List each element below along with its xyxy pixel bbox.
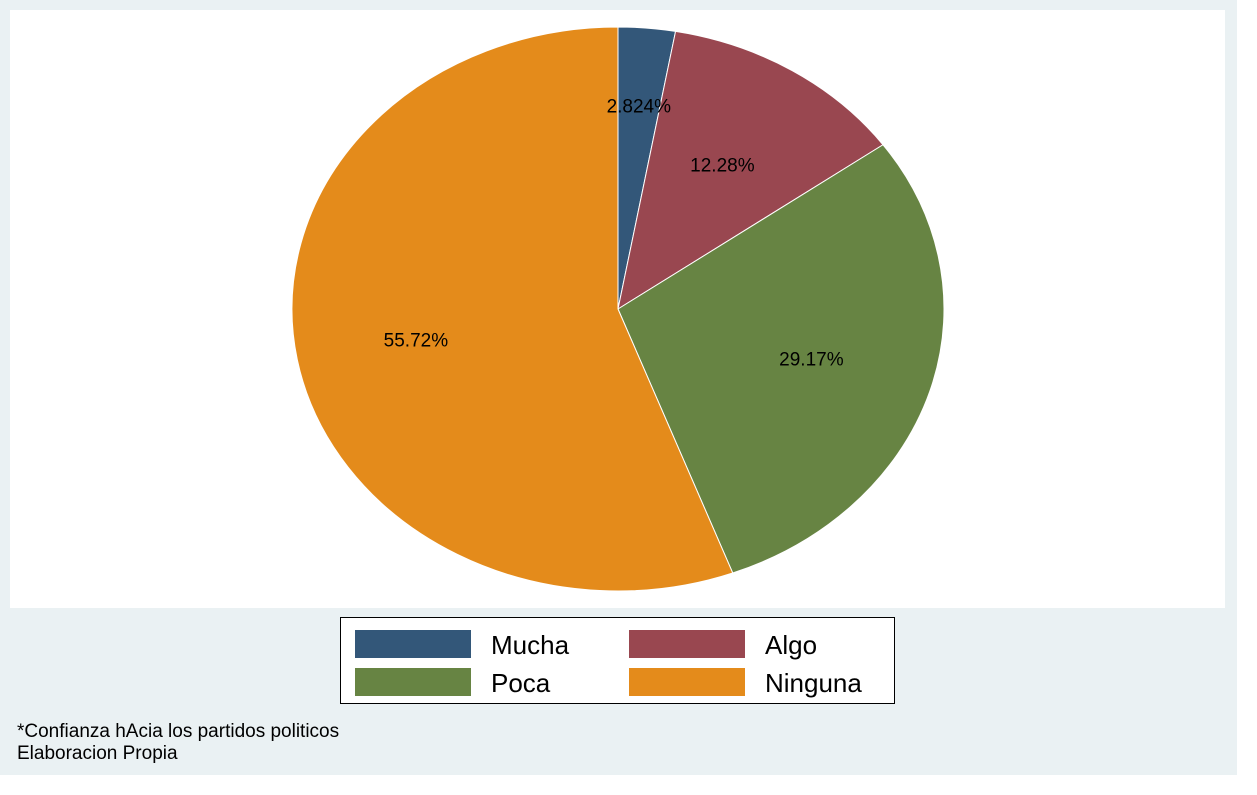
legend-swatch-mucha <box>355 630 471 658</box>
pie-label-ninguna: 55.72% <box>384 330 449 351</box>
legend-swatch-poca <box>355 668 471 696</box>
legend: Mucha Algo Poca Ninguna <box>340 617 895 704</box>
figure-background: 2.824% 12.28% 29.17% 55.72% Mucha Algo Poca… <box>0 0 1237 775</box>
pie-label-algo: 12.28% <box>690 155 755 176</box>
legend-label-mucha: Mucha <box>491 630 570 660</box>
pie-slice-poca <box>617 144 945 574</box>
pie-slice-ninguna <box>291 26 734 592</box>
legend-label-algo: Algo <box>765 630 818 660</box>
pie-chart: 2.824% 12.28% 29.17% 55.72% <box>291 26 945 592</box>
note-subject: *Confianza hAcia los partidos politicos <box>17 721 340 742</box>
note-source: Elaboracion Propia <box>17 743 178 764</box>
legend-label-ninguna: Ninguna <box>765 668 862 698</box>
pie-label-poca: 29.17% <box>779 349 844 370</box>
legend-swatch-algo <box>629 630 745 658</box>
legend-swatch-ninguna <box>629 668 745 696</box>
pie-label-mucha: 2.824% <box>607 96 672 117</box>
legend-label-poca: Poca <box>491 668 551 698</box>
pie-slice-algo <box>617 30 884 311</box>
